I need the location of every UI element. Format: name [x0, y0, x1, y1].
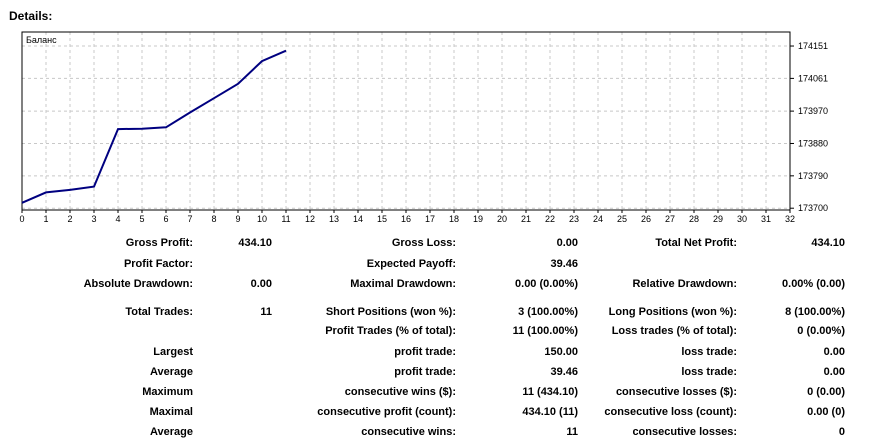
loss-trades-value: 0 (0.00%): [797, 325, 845, 337]
average-loss-label: loss trade:: [681, 366, 737, 378]
y-axis: 174151 174061 173970 173880 173790 173700: [790, 41, 828, 213]
relative-drawdown-label: Relative Drawdown:: [632, 278, 737, 290]
average-profit-value: 39.46: [550, 366, 578, 378]
max-cons-wins-value: 11 (434.10): [522, 386, 578, 398]
maximal-drawdown-label: Maximal Drawdown:: [350, 278, 456, 290]
x-tick-label: 25: [617, 214, 627, 224]
x-tick-label: 10: [257, 214, 267, 224]
y-tick-label: 173970: [798, 106, 828, 116]
average-label: Average: [149, 366, 193, 378]
absolute-drawdown-value: 0.00: [250, 278, 272, 290]
average-loss-value: 0.00: [823, 366, 845, 378]
expected-payoff-label: Expected Payoff:: [366, 258, 456, 270]
max-cons-loss-value: 0.00 (0): [807, 406, 845, 418]
x-tick-label: 0: [19, 214, 24, 224]
x-tick-label: 3: [91, 214, 96, 224]
x-tick-label: 9: [235, 214, 240, 224]
total-net-profit-label: Total Net Profit:: [655, 237, 737, 249]
y-tick-label: 174151: [798, 41, 828, 51]
largest-profit-value: 150.00: [544, 346, 578, 358]
x-tick-label: 22: [545, 214, 555, 224]
x-tick-label: 2: [67, 214, 72, 224]
max-cons-wins-label: consecutive wins ($):: [344, 386, 456, 398]
x-axis: 0 1 2 3 4 5 6 7 8 9 10 11 12 13 14 15 16 17 18 19 20 21 22 23 24…: [19, 210, 795, 224]
x-tick-label: 20: [497, 214, 507, 224]
x-tick-label: 14: [353, 214, 363, 224]
x-tick-label: 21: [521, 214, 531, 224]
x-tick-label: 11: [281, 214, 290, 224]
x-tick-label: 8: [211, 214, 216, 224]
short-positions-value: 3 (100.00%): [518, 306, 578, 318]
maximal-drawdown-value: 0.00 (0.00%): [515, 278, 578, 290]
long-positions-label: Long Positions (won %):: [608, 306, 737, 318]
chart-grid: [22, 32, 790, 210]
x-tick-label: 30: [737, 214, 747, 224]
average-profit-label: profit trade:: [394, 366, 456, 378]
balance-chart: Баланс 0 1 2 3 4 5 6 7 8 9 10 11 12 13 14 15 16 17 18 19 20 2…: [19, 31, 828, 224]
absolute-drawdown-label: Absolute Drawdown:: [83, 278, 193, 290]
avg-cons-wins-label: consecutive wins:: [361, 426, 456, 438]
short-positions-label: Short Positions (won %):: [325, 306, 456, 318]
x-tick-label: 31: [761, 214, 771, 224]
y-tick-label: 173880: [798, 138, 828, 148]
details-title: Details:: [9, 9, 53, 23]
max-cons-losses-value: 0 (0.00): [807, 386, 845, 398]
avg-cons-wins-value: 11: [566, 426, 578, 438]
gross-profit-label: Gross Profit:: [125, 237, 193, 249]
profit-trades-label: Profit Trades (% of total):: [325, 325, 456, 337]
x-tick-label: 12: [305, 214, 315, 224]
x-tick-label: 29: [713, 214, 723, 224]
x-tick-label: 4: [115, 214, 120, 224]
max-cons-losses-label: consecutive losses ($):: [615, 386, 737, 398]
y-tick-label: 174061: [798, 73, 828, 83]
maximum-label: Maximum: [142, 386, 193, 398]
total-net-profit-value: 434.10: [811, 237, 845, 249]
x-tick-label: 6: [163, 214, 168, 224]
x-tick-label: 19: [473, 214, 483, 224]
max-cons-loss-label: consecutive loss (count):: [604, 406, 737, 418]
balance-series-line: [21, 49, 287, 204]
gross-loss-value: 0.00: [556, 237, 578, 249]
gross-loss-label: Gross Loss:: [391, 237, 456, 249]
max-cons-profit-label: consecutive profit (count):: [317, 406, 456, 418]
expected-payoff-value: 39.46: [550, 258, 578, 270]
avg-cons-losses-label: consecutive losses:: [632, 426, 737, 438]
chart-title: Баланс: [26, 35, 57, 45]
largest-profit-label: profit trade:: [394, 346, 456, 358]
max-cons-profit-value: 434.10 (11): [522, 406, 578, 418]
total-trades-value: 11: [260, 306, 272, 318]
x-tick-label: 32: [785, 214, 795, 224]
largest-loss-label: loss trade:: [681, 346, 737, 358]
average2-label: Average: [149, 426, 193, 438]
largest-label: Largest: [153, 346, 193, 358]
gross-profit-value: 434.10: [238, 237, 272, 249]
avg-cons-losses-value: 0: [838, 426, 845, 438]
x-tick-label: 24: [593, 214, 603, 224]
y-tick-label: 173700: [798, 203, 828, 213]
x-tick-label: 26: [641, 214, 651, 224]
total-trades-label: Total Trades:: [125, 306, 193, 318]
largest-loss-value: 0.00: [823, 346, 845, 358]
x-tick-label: 1: [43, 214, 48, 224]
x-tick-label: 18: [449, 214, 459, 224]
x-tick-label: 16: [401, 214, 411, 224]
profit-trades-value: 11 (100.00%): [512, 325, 578, 337]
y-tick-label: 173790: [798, 171, 828, 181]
long-positions-value: 8 (100.00%): [785, 306, 845, 318]
loss-trades-label: Loss trades (% of total):: [611, 325, 737, 337]
maximal-label: Maximal: [149, 406, 193, 418]
x-tick-label: 13: [329, 214, 339, 224]
x-tick-label: 17: [425, 214, 435, 224]
profit-factor-label: Profit Factor:: [123, 258, 193, 270]
x-tick-label: 5: [139, 214, 144, 224]
x-tick-label: 28: [689, 214, 699, 224]
x-tick-label: 7: [187, 214, 192, 224]
x-tick-label: 23: [569, 214, 579, 224]
x-tick-label: 27: [665, 214, 675, 224]
relative-drawdown-value: 0.00% (0.00): [782, 278, 845, 290]
x-tick-label: 15: [377, 214, 387, 224]
